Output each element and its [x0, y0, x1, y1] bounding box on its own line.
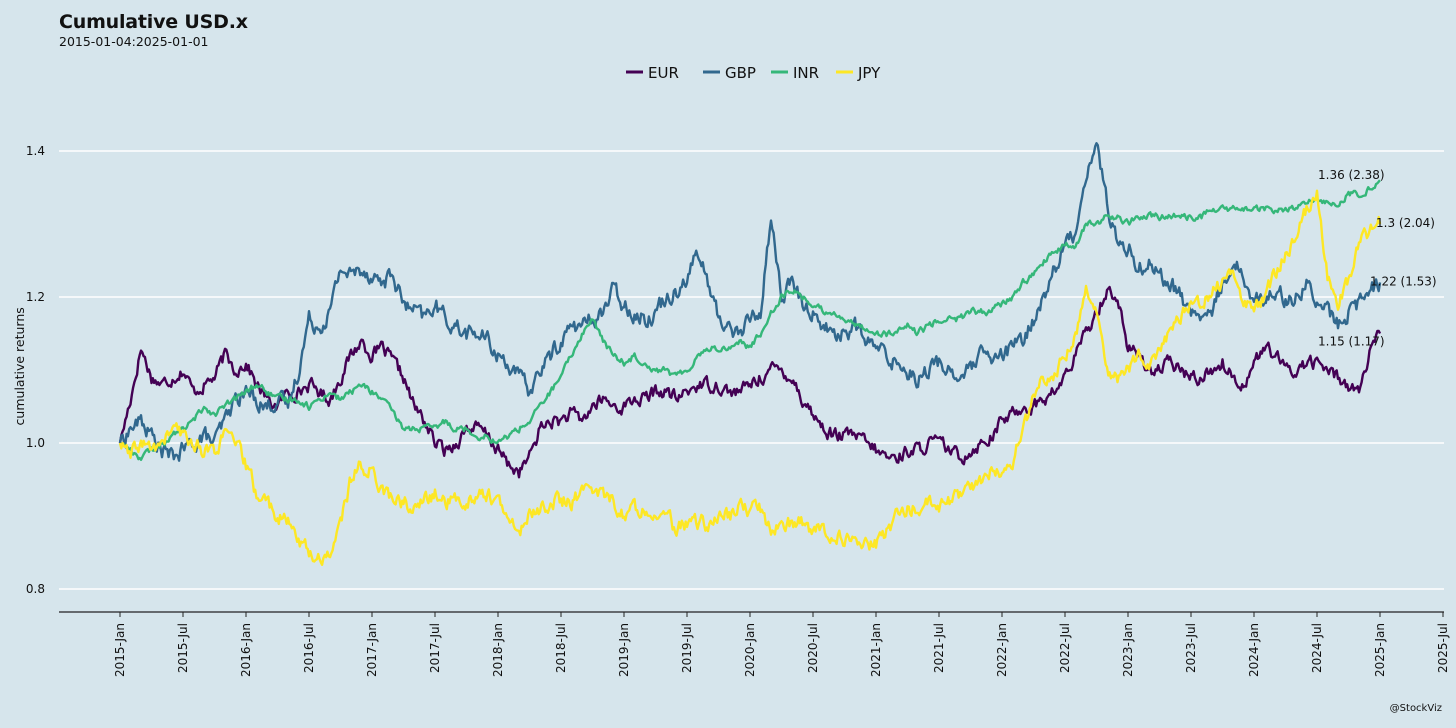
series-line-inr	[118, 179, 1381, 461]
end-label-eur: 1.15 (1.17)	[1318, 335, 1385, 349]
x-tick-label: 2024-Jan	[1247, 623, 1261, 677]
end-label-inr: 1.36 (2.38)	[1318, 168, 1385, 182]
series-lines	[118, 142, 1382, 566]
y-tick-label: 1.4	[26, 144, 45, 158]
x-tick-label: 2019-Jul	[680, 623, 694, 673]
y-axis-label: cumulative returns	[12, 307, 27, 425]
x-tick-label: 2020-Jan	[743, 623, 757, 677]
x-tick-label: 2023-Jan	[1121, 623, 1135, 677]
x-tick-label: 2018-Jul	[554, 623, 568, 673]
legend-label-eur: EUR	[648, 64, 679, 82]
y-tick-label: 1.0	[26, 436, 45, 450]
x-tick-label: 2019-Jan	[617, 623, 631, 677]
series-line-jpy	[118, 189, 1382, 566]
y-tick-label: 1.2	[26, 290, 45, 304]
x-tick-label: 2025-Jan	[1373, 623, 1387, 677]
x-tick-label: 2017-Jul	[428, 623, 442, 673]
gridlines	[59, 150, 1444, 590]
x-tick-label: 2016-Jan	[239, 623, 253, 677]
end-label-gbp: 1.22 (1.53)	[1370, 274, 1437, 288]
x-tick-label: 2020-Jul	[806, 623, 820, 673]
x-tick-label: 2015-Jul	[176, 623, 190, 673]
x-tick-label: 2021-Jul	[932, 623, 946, 673]
end-labels: 1.36 (2.38) 1.3 (2.04) 1.22 (1.53) 1.15 (1.…	[1318, 168, 1437, 348]
series-line-gbp	[118, 142, 1382, 462]
x-tick-label: 2017-Jan	[365, 623, 379, 677]
x-tick-label: 2022-Jan	[995, 623, 1009, 677]
y-tick-label: 0.8	[26, 582, 45, 596]
series-line-eur	[118, 285, 1382, 479]
legend-label-inr: INR	[793, 64, 819, 82]
legend-label-gbp: GBP	[725, 64, 756, 82]
x-tick-label: 2025-Jul	[1436, 623, 1450, 673]
legend-label-jpy: JPY	[857, 64, 881, 82]
watermark-caption: @StockViz	[1389, 703, 1442, 714]
x-tick-label: 2018-Jan	[491, 623, 505, 677]
x-axis: 2015-Jan 2015-Jul 2016-Jan 2016-Jul 2017-Jan…	[59, 611, 1450, 677]
end-label-jpy: 1.3 (2.04)	[1376, 216, 1435, 230]
legend: EUR GBP INR JPY	[626, 64, 881, 82]
x-tick-label: 2021-Jan	[869, 623, 883, 677]
x-tick-label: 2016-Jul	[302, 623, 316, 673]
x-tick-label: 2015-Jan	[113, 623, 127, 677]
chart-title: Cumulative USD.x	[59, 11, 248, 33]
x-tick-label: 2024-Jul	[1310, 623, 1324, 673]
y-axis: 0.8 1.0 1.2 1.4 cumulative returns	[12, 144, 45, 596]
x-tick-label: 2022-Jul	[1058, 623, 1072, 673]
x-tick-label: 2023-Jul	[1184, 623, 1198, 673]
chart-subtitle: 2015-01-04:2025-01-01	[59, 34, 209, 49]
